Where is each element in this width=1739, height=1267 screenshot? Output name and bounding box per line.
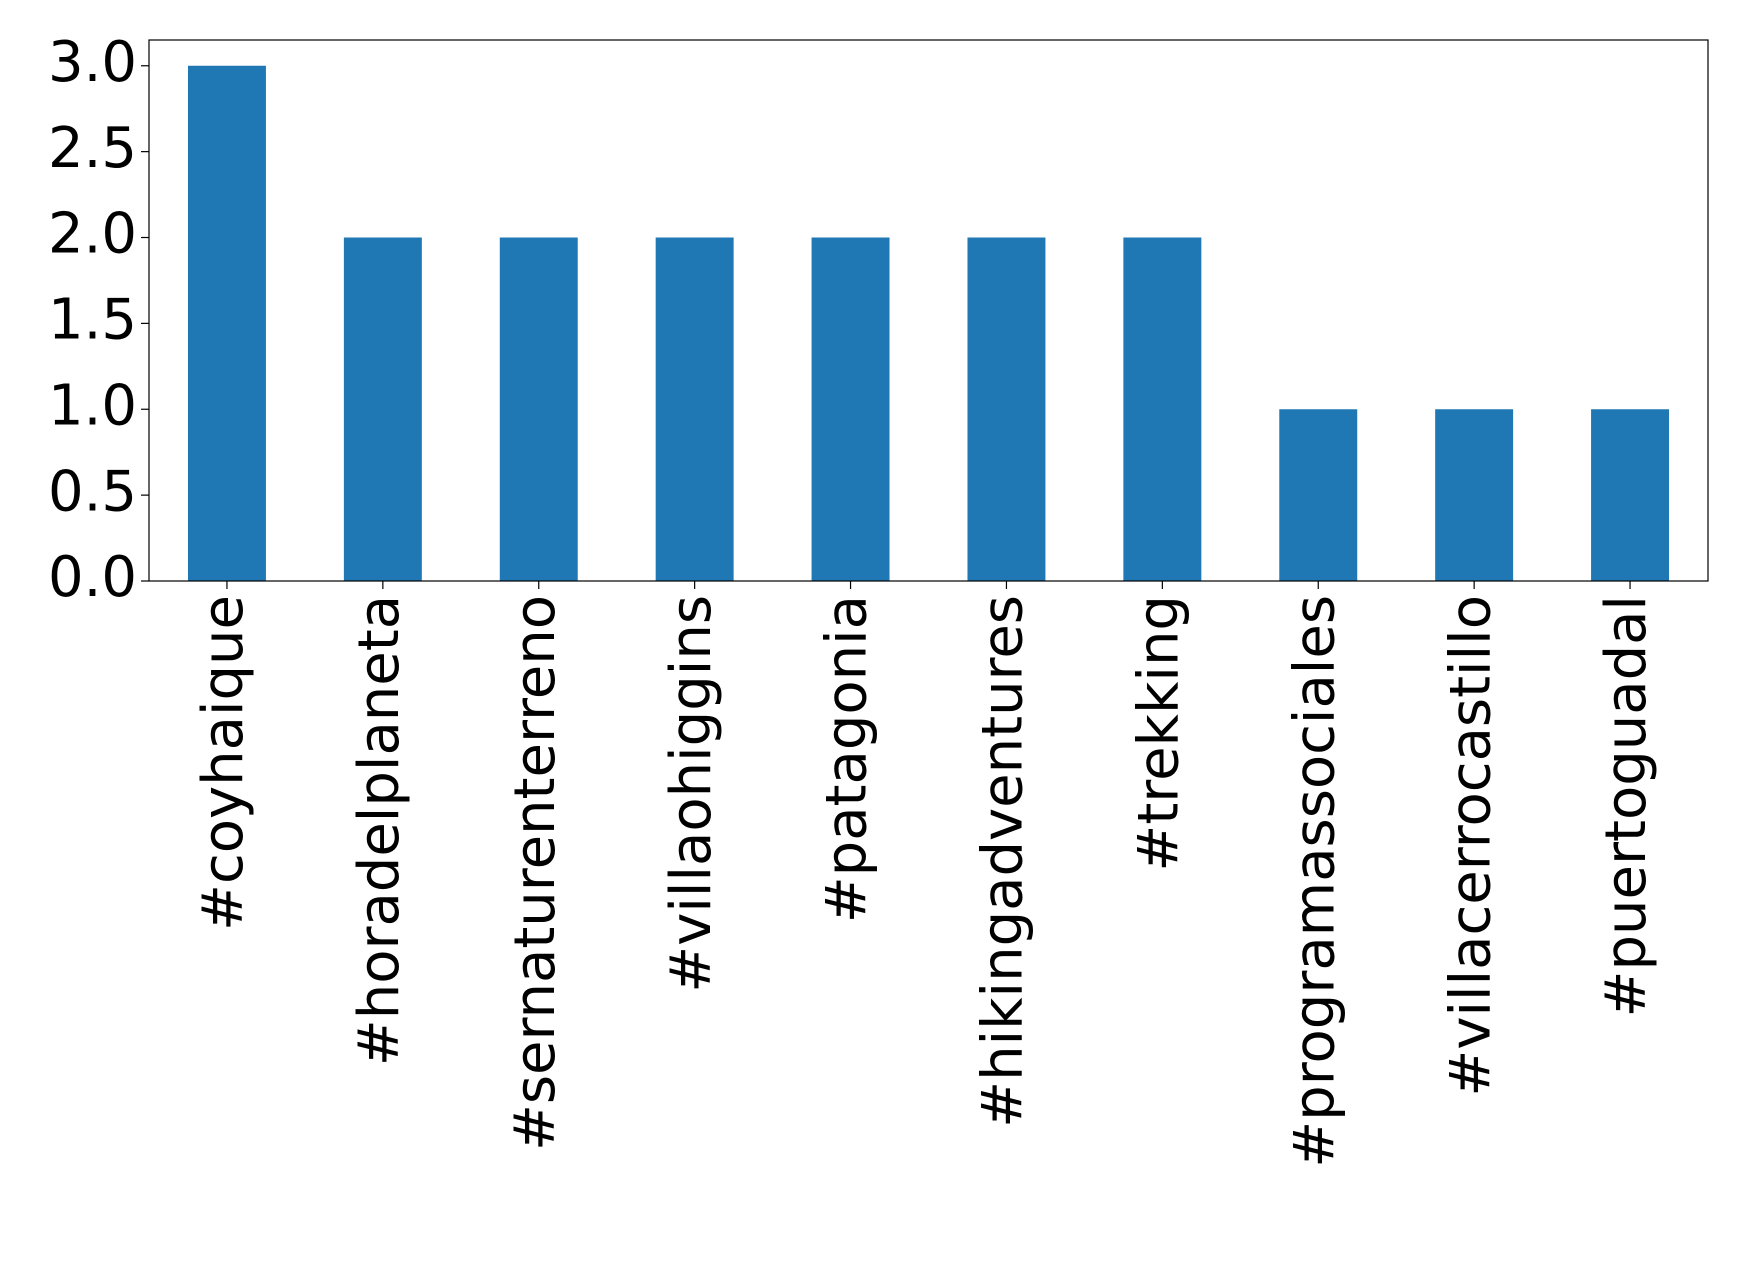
y-tick-label: 1.5: [48, 288, 137, 353]
plot-frame: [148, 39, 1709, 582]
x-tick-label: #hikingadventures: [971, 595, 1036, 1128]
x-tick-label: #villaohiggins: [659, 595, 724, 993]
x-tick-label: #trekking: [1126, 595, 1191, 872]
y-tick-label: 3.0: [48, 30, 137, 95]
bar: [187, 65, 266, 581]
bar: [499, 237, 578, 581]
x-tick-label: #sernaturenterreno: [503, 595, 568, 1151]
bar: [655, 237, 734, 581]
bar: [967, 237, 1046, 581]
x-tick-label: #coyhaique: [191, 595, 256, 931]
x-tick-label: #programassociales: [1282, 595, 1347, 1168]
y-tick-label: 2.5: [48, 116, 137, 181]
bar: [1435, 409, 1514, 581]
y-tick-label: 1.0: [48, 373, 137, 438]
bar: [343, 237, 422, 581]
y-tick-label: 0.0: [48, 545, 137, 610]
bar: [1591, 409, 1670, 581]
x-tick-label: #puertoguadal: [1594, 595, 1659, 1017]
x-tick-label: #horadelplaneta: [347, 595, 412, 1066]
bar: [1279, 409, 1358, 581]
x-tick-label: #villacerrocastillo: [1438, 595, 1503, 1097]
y-tick-label: 0.5: [48, 459, 137, 524]
x-tick-label: #patagonia: [815, 595, 880, 923]
bar: [811, 237, 890, 581]
bar: [1123, 237, 1202, 581]
y-tick-label: 2.0: [48, 202, 137, 267]
